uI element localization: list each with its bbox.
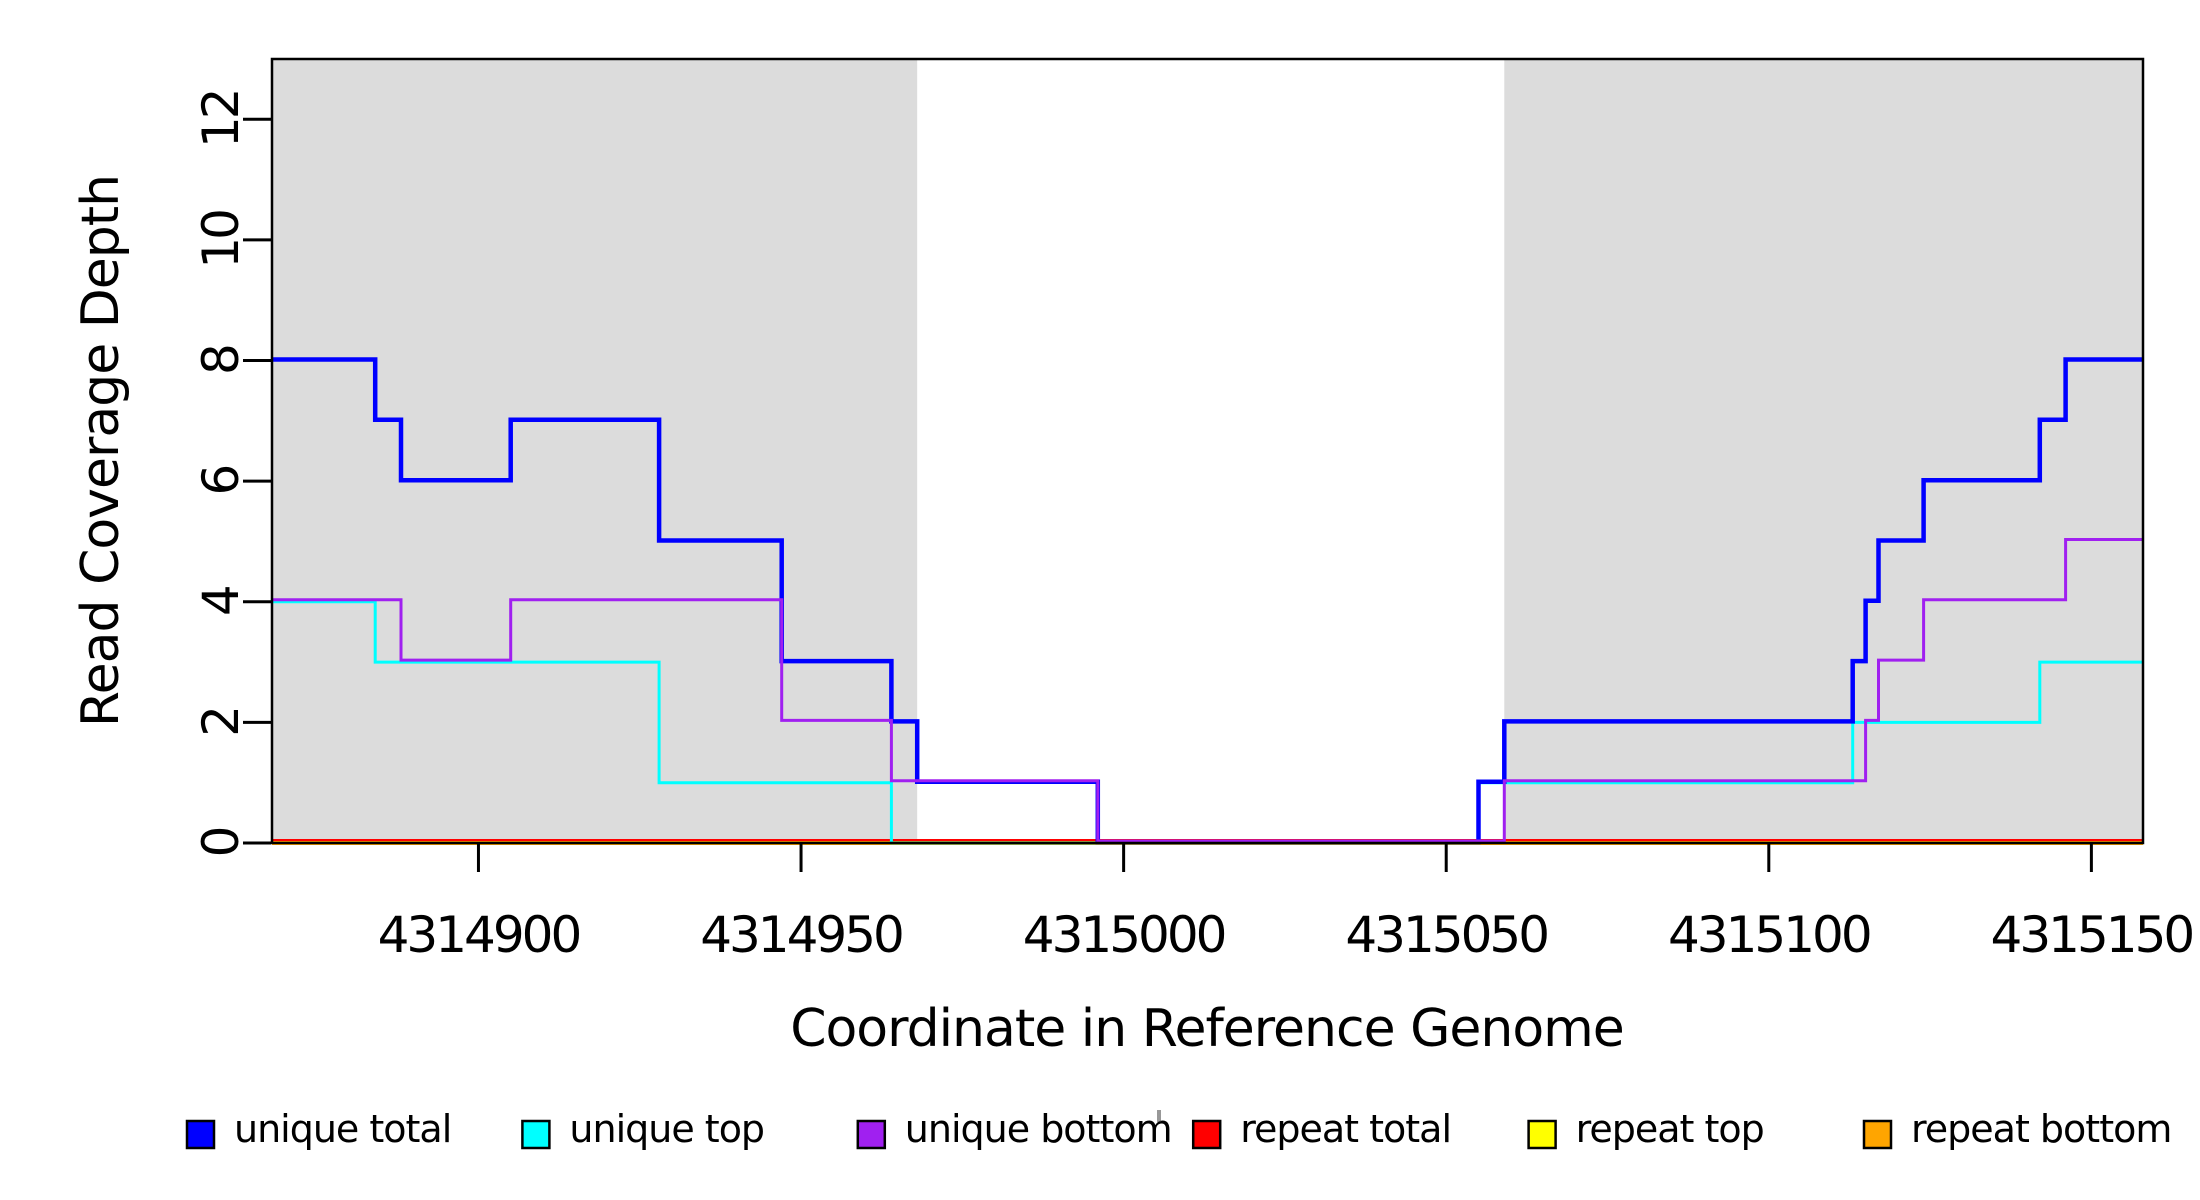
plot-frame bbox=[270, 57, 2145, 845]
shaded-regions bbox=[272, 59, 2143, 844]
x-tick-label: 4314950 bbox=[700, 906, 902, 964]
y-tick-label: 4 bbox=[192, 587, 250, 616]
legend-label-unique-top: unique top bbox=[569, 1107, 764, 1151]
x-tick-label: 4315000 bbox=[1023, 906, 1225, 964]
legend-swatch-unique-bottom bbox=[856, 1119, 887, 1150]
y-tick-label: 10 bbox=[192, 211, 250, 269]
y-tick-label: 12 bbox=[192, 90, 250, 148]
legend-label-repeat-total: repeat total bbox=[1240, 1107, 1451, 1151]
legend-swatch-unique-total bbox=[185, 1119, 216, 1150]
axis-ticks-and-labels: 4314900 4314950 4315000 4315050 4315100 43151… bbox=[192, 90, 2195, 964]
shaded-region bbox=[272, 59, 918, 844]
y-tick-label: 8 bbox=[192, 346, 250, 375]
y-axis-title: Read Coverage Depth bbox=[71, 175, 131, 727]
legend-swatch-repeat-bottom bbox=[1862, 1119, 1893, 1150]
legend-item-unique-total: unique total bbox=[185, 1107, 452, 1151]
x-tick-label: 4314900 bbox=[378, 906, 580, 964]
legend-label-repeat-bottom: repeat bottom bbox=[1911, 1107, 2171, 1151]
y-tick-label: 0 bbox=[192, 828, 250, 857]
legend-item-repeat-top: repeat top bbox=[1527, 1107, 1765, 1151]
y-tick-label: 6 bbox=[192, 467, 250, 496]
x-axis-title: Coordinate in Reference Genome bbox=[790, 999, 1624, 1059]
legend-item-repeat-bottom: repeat bottom bbox=[1862, 1107, 2172, 1151]
legend-label-unique-bottom: unique bottom bbox=[905, 1107, 1172, 1151]
shaded-region bbox=[1504, 59, 2143, 844]
legend-label-unique-total: unique total bbox=[234, 1107, 451, 1151]
legend: unique total unique top unique bottom repea… bbox=[185, 1107, 2172, 1151]
legend-swatch-repeat-top bbox=[1527, 1119, 1557, 1150]
y-tick-label: 2 bbox=[192, 708, 250, 737]
legend-swatch-unique-top bbox=[521, 1119, 551, 1150]
series-unique-bottom bbox=[272, 538, 2143, 843]
legend-item-unique-bottom: unique bottom bbox=[856, 1107, 1173, 1151]
legend-item-unique-top: unique top bbox=[521, 1107, 765, 1151]
stray-mark bbox=[1157, 1110, 1161, 1122]
x-tick-label: 4315050 bbox=[1345, 906, 1547, 964]
plot-border bbox=[270, 57, 2145, 845]
legend-label-repeat-top: repeat top bbox=[1576, 1107, 1764, 1151]
legend-swatch-repeat-total bbox=[1191, 1119, 1222, 1150]
x-tick-label: 4315150 bbox=[1991, 906, 2193, 964]
x-tick-label: 4315100 bbox=[1668, 906, 1870, 964]
legend-item-repeat-total: repeat total bbox=[1191, 1107, 1452, 1151]
